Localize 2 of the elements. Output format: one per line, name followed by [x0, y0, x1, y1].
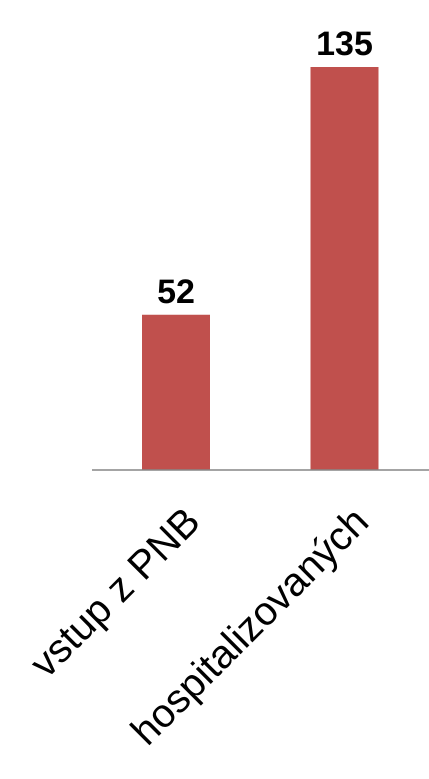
data-label: 135 — [316, 25, 373, 63]
data-label: 52 — [157, 272, 195, 311]
